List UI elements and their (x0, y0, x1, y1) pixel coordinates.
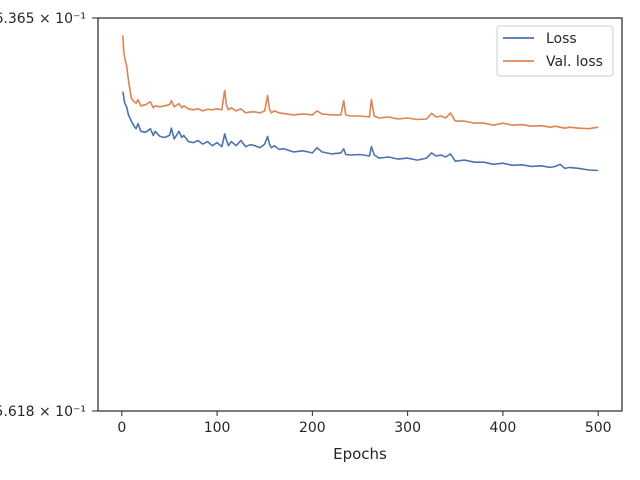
x-tick-label: 0 (117, 420, 126, 436)
legend-label-val-loss: Val. loss (546, 54, 603, 70)
y-tick-label: 6.365 × 10⁻¹ (0, 11, 86, 27)
x-tick-label: 500 (585, 420, 612, 436)
plot-frame (97, 17, 623, 412)
x-axis-ticks: 0 100 200 300 400 500 (117, 411, 612, 436)
x-tick-label: 200 (299, 420, 326, 436)
series-line-0 (122, 91, 599, 172)
legend: Loss Val. loss (496, 25, 614, 77)
y-axis-ticks: 6.365 × 10⁻¹ 5.618 × 10⁻¹ (0, 11, 98, 420)
x-tick-label: 400 (490, 420, 517, 436)
x-tick-label: 100 (204, 420, 231, 436)
y-tick-label: 5.618 × 10⁻¹ (0, 404, 86, 420)
x-tick-label: 300 (394, 420, 421, 436)
x-axis-label: Epochs (333, 445, 387, 463)
series-line-1 (122, 35, 599, 130)
legend-label-loss: Loss (546, 31, 577, 47)
plot-background (98, 18, 622, 411)
series-layer (122, 35, 599, 172)
